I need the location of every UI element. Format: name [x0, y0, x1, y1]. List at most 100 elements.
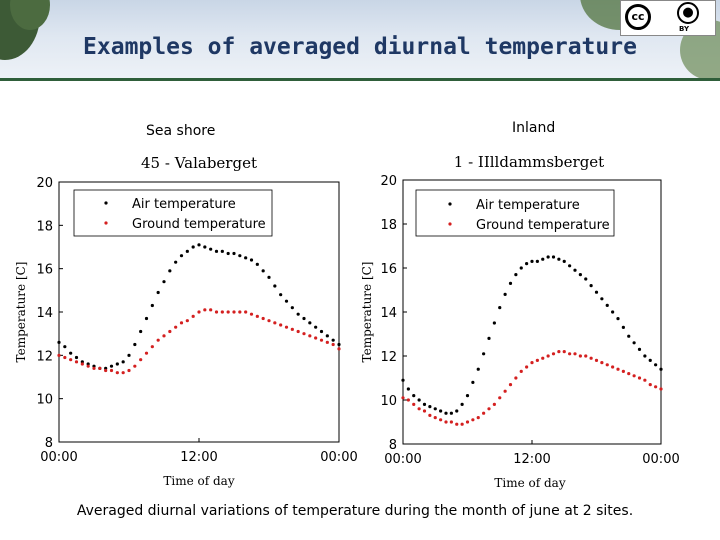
y-tick-label: 16 — [36, 263, 53, 278]
ground-temperature-point — [535, 358, 539, 362]
ground-temperature-point — [115, 371, 119, 375]
ground-temperature-point — [611, 365, 615, 369]
air-temperature-point — [279, 293, 283, 297]
air-temperature-point — [417, 398, 421, 402]
y-axis-label: Temperature [C] — [14, 262, 28, 363]
ground-temperature-point — [255, 314, 259, 318]
ground-temperature-point — [249, 312, 254, 316]
air-temperature-point — [643, 354, 647, 358]
ground-temperature-point — [273, 321, 277, 325]
ground-temperature-point — [465, 420, 470, 424]
air-temperature-point — [503, 292, 507, 296]
y-tick-label: 16 — [380, 262, 397, 277]
air-temperature-point — [616, 317, 620, 321]
air-temperature-point — [308, 321, 312, 325]
y-tick-label: 14 — [36, 306, 53, 321]
ground-temperature-point — [476, 416, 480, 420]
ground-temperature-point — [632, 374, 636, 378]
air-temperature-point — [519, 266, 523, 270]
air-temperature-point — [460, 402, 464, 406]
ground-temperature-point — [637, 376, 642, 380]
site-label-sea-shore: Sea shore — [146, 123, 216, 139]
ground-temperature-point — [525, 365, 529, 369]
air-temperature-point — [337, 342, 341, 347]
ground-temperature-point — [449, 420, 453, 424]
air-temperature-point — [57, 340, 61, 344]
license-by-text: BY — [679, 25, 690, 33]
ground-temperature-point — [492, 402, 496, 406]
ground-temperature-point — [444, 420, 448, 424]
air-temperature-point — [455, 409, 459, 413]
air-temperature-point — [185, 249, 189, 253]
ground-temperature-point — [519, 369, 523, 373]
y-tick-label: 12 — [36, 349, 53, 364]
ground-temperature-point — [92, 366, 96, 370]
ground-temperature-point — [63, 355, 67, 360]
ground-temperature-point — [162, 334, 166, 338]
air-temperature-point — [109, 364, 114, 368]
ground-temperature-point — [284, 325, 289, 329]
ground-temperature-point — [209, 308, 213, 312]
ground-temperature-point — [302, 332, 306, 336]
y-tick-label: 10 — [380, 394, 397, 409]
air-temperature-point — [244, 256, 248, 260]
ground-temperature-point — [600, 361, 604, 365]
chart-title: 1 - IIlldammsberget — [454, 153, 604, 171]
air-temperature-point — [589, 284, 593, 288]
slide-title: Examples of averaged diurnal temperature — [83, 34, 637, 60]
ground-temperature-point — [80, 362, 84, 366]
legend-marker-ground — [448, 222, 452, 226]
ground-temperature-point — [546, 354, 550, 358]
ground-temperature-point — [621, 369, 625, 373]
air-temperature-point — [508, 281, 513, 285]
ground-temperature-point — [605, 363, 609, 367]
air-temperature-point — [433, 407, 437, 411]
air-temperature-point — [197, 243, 201, 247]
legend-ground-label: Ground temperature — [132, 217, 266, 232]
ground-temperature-point — [139, 358, 143, 362]
air-temperature-point — [632, 341, 636, 345]
air-temperature-point — [551, 255, 556, 259]
ground-temperature-point — [433, 416, 437, 420]
ground-temperature-point — [168, 329, 172, 334]
ground-temperature-point — [573, 352, 577, 356]
air-temperature-point — [296, 312, 300, 316]
air-temperature-point — [290, 306, 294, 310]
ground-temperature-point — [471, 418, 475, 422]
ground-temperature-point — [514, 376, 518, 380]
air-temperature-point — [401, 378, 405, 382]
x-tick-label: 12:00 — [513, 452, 550, 467]
ground-temperature-point — [279, 323, 283, 327]
cc-by-icon: cc ● BY — [620, 0, 716, 36]
air-temperature-point — [611, 310, 615, 314]
air-temperature-point — [492, 321, 496, 325]
air-temperature-point — [226, 251, 230, 256]
ground-temperature-point — [337, 347, 341, 351]
ground-temperature-point — [150, 345, 154, 349]
air-temperature-point — [594, 290, 599, 294]
air-temperature-point — [412, 394, 416, 398]
ground-temperature-point — [568, 352, 572, 356]
ground-temperature-point — [530, 361, 534, 365]
air-temperature-point — [605, 303, 609, 307]
ground-temperature-point — [406, 398, 410, 402]
air-temperature-point — [525, 262, 529, 266]
air-temperature-point — [115, 362, 119, 366]
legend-air-label: Air temperature — [132, 197, 236, 212]
site-label-inland: Inland — [512, 120, 556, 136]
x-tick-label: 00:00 — [320, 450, 357, 465]
y-tick-label: 8 — [389, 438, 397, 453]
air-temperature-point — [261, 269, 265, 273]
chart-valaberget: 45 - Valaberget Temperature [C] Time of … — [14, 154, 358, 488]
cc-circle-icon: cc — [625, 4, 651, 30]
ground-temperature-point — [191, 314, 195, 318]
ground-temperature-point — [127, 368, 131, 373]
ground-temperature-point — [244, 310, 248, 314]
air-temperature-point — [637, 347, 642, 351]
ground-temperature-point — [541, 356, 545, 360]
air-temperature-point — [514, 273, 518, 277]
ground-temperature-point — [267, 319, 271, 323]
ground-temperature-point — [179, 321, 184, 325]
ground-temperature-point — [226, 310, 230, 314]
